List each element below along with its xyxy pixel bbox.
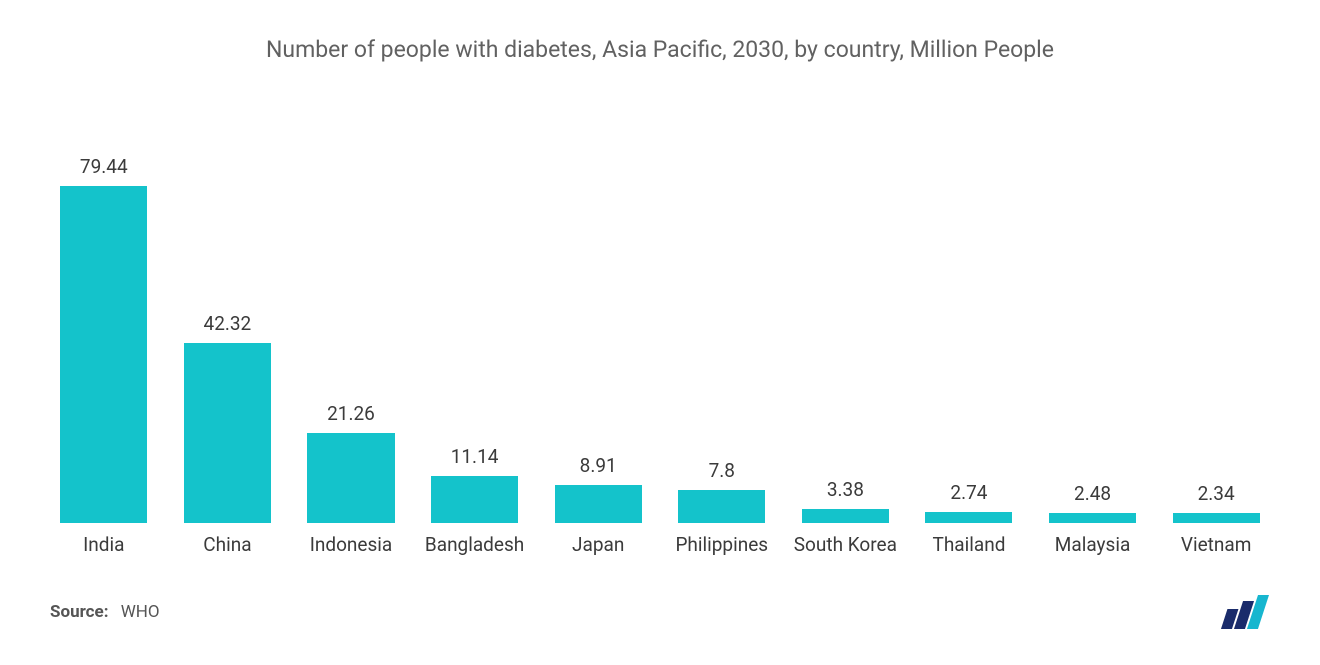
bar [555, 485, 642, 523]
x-axis-label: Vietnam [1154, 533, 1278, 557]
bar-column: 42.32 [166, 113, 290, 523]
bar [802, 509, 889, 523]
chart-plot-area: 79.44 42.32 21.26 11.14 8.91 7.8 3.38 2.74 2.48 2… [40, 113, 1280, 523]
bar-column: 3.38 [784, 113, 908, 523]
bar-value-label: 2.48 [1074, 482, 1111, 505]
bar-column: 8.91 [536, 113, 660, 523]
source-value: WHO [121, 602, 160, 622]
bar-value-label: 2.74 [950, 481, 987, 504]
bar-value-label: 7.8 [709, 459, 735, 482]
bar-value-label: 21.26 [327, 402, 375, 425]
bar-value-label: 11.14 [451, 445, 499, 468]
bar [184, 343, 271, 523]
brand-logo-icon [1216, 595, 1270, 629]
source-line: Source: WHO [50, 602, 160, 622]
chart-footer: Source: WHO [40, 595, 1280, 635]
x-axis-label: Philippines [660, 533, 784, 557]
x-axis-label: South Korea [784, 533, 908, 557]
bar [678, 490, 765, 523]
bar-value-label: 2.34 [1198, 482, 1235, 505]
bar-value-label: 8.91 [580, 454, 617, 477]
bar-column: 7.8 [660, 113, 784, 523]
bar [431, 476, 518, 523]
bar-column: 79.44 [42, 113, 166, 523]
chart-x-axis-labels: IndiaChinaIndonesiaBangladeshJapanPhilip… [40, 533, 1280, 557]
x-axis-label: Indonesia [289, 533, 413, 557]
bar [925, 512, 1012, 524]
bar-column: 2.34 [1154, 113, 1278, 523]
bar-value-label: 79.44 [80, 155, 128, 178]
bar-column: 11.14 [413, 113, 537, 523]
bar-column: 21.26 [289, 113, 413, 523]
bar [307, 433, 394, 523]
bar-value-label: 3.38 [827, 478, 864, 501]
bar [60, 186, 147, 524]
x-axis-label: Bangladesh [413, 533, 537, 557]
x-axis-label: Thailand [907, 533, 1031, 557]
chart-container: Number of people with diabetes, Asia Pac… [0, 0, 1320, 665]
bar [1173, 513, 1260, 523]
x-axis-label: Japan [536, 533, 660, 557]
bar-value-label: 42.32 [204, 312, 252, 335]
bar [1049, 513, 1136, 524]
x-axis-label: China [166, 533, 290, 557]
chart-title: Number of people with diabetes, Asia Pac… [40, 36, 1280, 63]
x-axis-label: India [42, 533, 166, 557]
source-label: Source: [50, 602, 108, 622]
bar-column: 2.48 [1031, 113, 1155, 523]
x-axis-label: Malaysia [1031, 533, 1155, 557]
bar-column: 2.74 [907, 113, 1031, 523]
